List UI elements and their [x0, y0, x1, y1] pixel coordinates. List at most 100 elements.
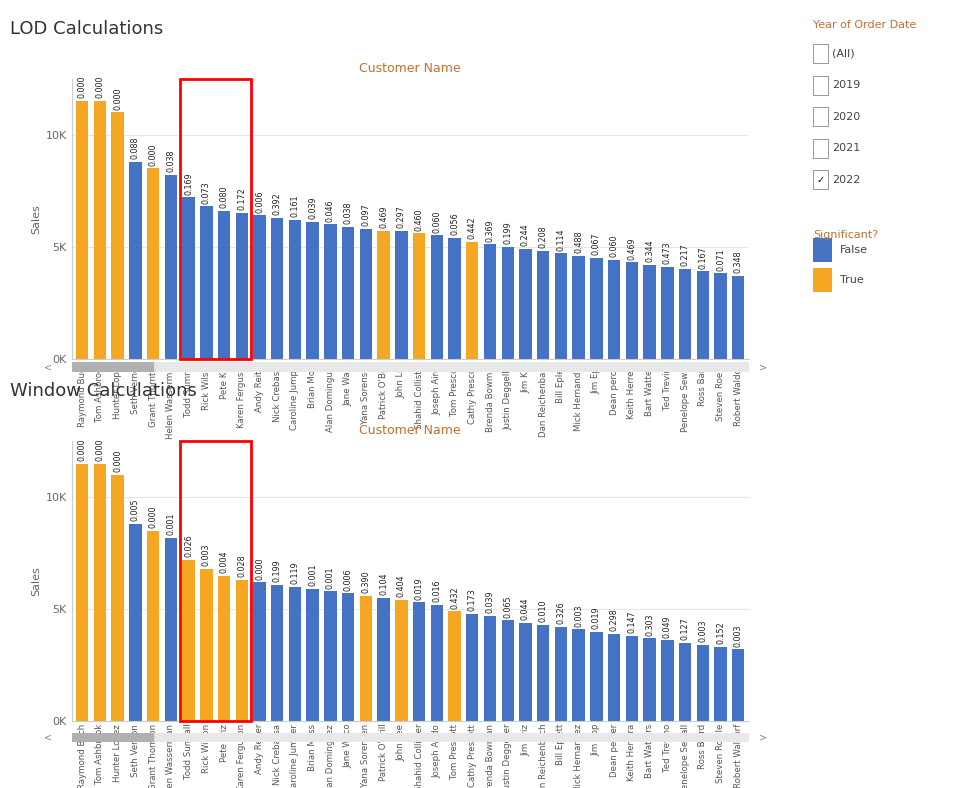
Text: 0.000: 0.000	[149, 143, 157, 165]
Bar	[306, 589, 318, 721]
Text: 2022: 2022	[831, 175, 860, 184]
Bar	[696, 271, 708, 359]
Text: 0.326: 0.326	[556, 602, 565, 624]
Text: LOD Calculations: LOD Calculations	[10, 20, 163, 38]
Bar	[200, 569, 213, 721]
Text: 0.060: 0.060	[609, 235, 618, 258]
Text: 0.028: 0.028	[237, 555, 246, 578]
Text: 0.039: 0.039	[308, 197, 316, 219]
Bar	[448, 611, 460, 721]
Bar	[731, 276, 743, 359]
Text: >: >	[759, 733, 766, 742]
Bar	[179, 441, 251, 721]
Bar	[253, 582, 266, 721]
Text: Significant?: Significant?	[812, 230, 877, 240]
Bar	[731, 649, 743, 721]
Text: Year of Order Date: Year of Order Date	[812, 20, 915, 30]
Bar	[590, 258, 602, 359]
Bar	[306, 222, 318, 359]
Text: >: >	[759, 362, 766, 372]
Text: 0.000: 0.000	[77, 438, 87, 461]
Text: 2019: 2019	[831, 80, 860, 90]
Text: 0.001: 0.001	[308, 563, 316, 586]
Text: 0.298: 0.298	[609, 608, 618, 631]
Text: 0.019: 0.019	[415, 577, 423, 600]
Text: 0.006: 0.006	[254, 190, 264, 213]
Text: 0.104: 0.104	[378, 573, 388, 595]
Bar	[660, 267, 673, 359]
Text: 0.217: 0.217	[679, 243, 689, 266]
Text: 0.469: 0.469	[627, 237, 636, 259]
Bar	[430, 236, 442, 359]
Text: 0.127: 0.127	[679, 617, 689, 640]
Bar	[76, 463, 89, 721]
Text: 0.006: 0.006	[343, 568, 353, 591]
Text: 0.005: 0.005	[131, 499, 140, 522]
Text: 0.039: 0.039	[485, 590, 494, 613]
Title: Customer Name: Customer Name	[359, 61, 460, 75]
Bar	[466, 614, 478, 721]
Text: 0.303: 0.303	[644, 613, 654, 636]
Text: 0.161: 0.161	[290, 195, 299, 217]
Bar	[413, 233, 425, 359]
Bar	[165, 175, 177, 359]
Text: 0.469: 0.469	[378, 206, 388, 229]
Text: 0.044: 0.044	[520, 597, 530, 620]
Text: <: <	[44, 733, 51, 742]
Text: 0.392: 0.392	[273, 192, 281, 215]
Text: 0.199: 0.199	[503, 221, 512, 244]
Text: 0.097: 0.097	[361, 203, 370, 226]
Bar	[625, 262, 638, 359]
Bar	[359, 596, 372, 721]
Text: 0.390: 0.390	[361, 571, 370, 593]
Text: 0.473: 0.473	[662, 241, 671, 264]
Text: 0.000: 0.000	[95, 76, 104, 98]
Bar	[413, 602, 425, 721]
Bar	[71, 733, 152, 742]
Bar	[501, 247, 514, 359]
Text: 0.147: 0.147	[627, 611, 636, 634]
Bar	[165, 537, 177, 721]
Bar	[253, 215, 266, 359]
Bar	[112, 475, 124, 721]
Bar	[93, 101, 106, 359]
Bar	[395, 600, 407, 721]
Text: 0.003: 0.003	[733, 624, 742, 647]
Text: 0.049: 0.049	[662, 615, 671, 637]
Bar	[129, 162, 141, 359]
Bar	[235, 213, 248, 359]
Text: 0.010: 0.010	[538, 600, 547, 622]
Text: ✓: ✓	[816, 175, 823, 184]
Text: <: <	[44, 362, 51, 372]
Bar	[572, 255, 584, 359]
Bar	[590, 631, 602, 721]
Bar	[200, 206, 213, 359]
Bar	[448, 238, 460, 359]
Text: 0.369: 0.369	[485, 219, 494, 242]
Bar	[324, 225, 336, 359]
Bar	[714, 647, 726, 721]
Text: 0.199: 0.199	[273, 559, 281, 582]
Bar	[679, 643, 691, 721]
Bar	[518, 623, 531, 721]
Text: 0.488: 0.488	[574, 230, 582, 253]
Text: 0.080: 0.080	[219, 186, 229, 208]
Bar	[341, 226, 354, 359]
Bar	[483, 616, 496, 721]
Text: 0.344: 0.344	[644, 240, 654, 262]
Bar	[466, 242, 478, 359]
Text: 0.432: 0.432	[450, 586, 458, 608]
Text: 0.297: 0.297	[396, 206, 405, 229]
Text: 0.003: 0.003	[202, 544, 211, 566]
Bar	[714, 273, 726, 359]
Text: 0.119: 0.119	[290, 561, 299, 584]
Text: 0.046: 0.046	[326, 199, 335, 221]
Text: 0.000: 0.000	[113, 450, 122, 472]
Bar	[93, 463, 106, 721]
Bar	[554, 254, 566, 359]
Bar	[430, 604, 442, 721]
Bar	[537, 625, 549, 721]
Bar	[377, 231, 390, 359]
Text: 0.003: 0.003	[574, 604, 582, 626]
Text: 0.244: 0.244	[520, 224, 530, 246]
